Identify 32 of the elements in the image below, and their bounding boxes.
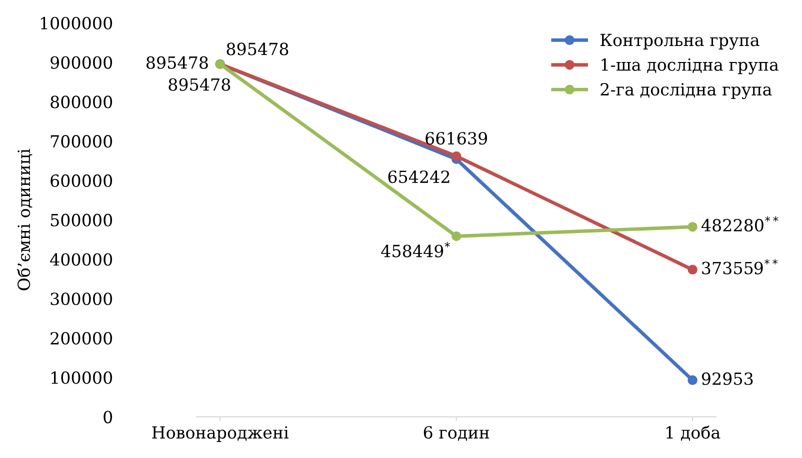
data-label: 654242 [388,170,450,184]
y-axis-title: Об’ємні одиниці [16,148,32,290]
data-label: 92953 [702,372,753,386]
data-label: 373559$^{**}$ [702,259,778,274]
data-label: 895478 [146,56,208,69]
x-tick-label: 6 годин [424,426,490,441]
y-tick-label: 900000 [50,56,112,69]
data-label: 895478 [168,78,230,91]
point [688,222,698,232]
y-tick-label: 800000 [50,96,112,108]
data-label: 661639 [426,132,488,145]
legend-label: Контрольна група [600,34,760,50]
y-tick-label: 100000 [52,371,112,384]
y-tick-label: 200000 [50,332,112,345]
y-tick-label: 1000000 [40,16,112,30]
point [451,151,462,162]
y-tick-label: 400000 [50,253,112,266]
legend-label: 2-га дослідна група [600,83,772,100]
data-label: 895478 [226,42,288,56]
data-label: 458449$^{*}$ [381,242,450,258]
y-tick-label: 500000 [50,214,112,226]
point [688,264,698,275]
point [451,231,462,242]
y-tick-label: 300000 [50,292,112,306]
point [688,375,698,386]
data-label: 482280$^{**}$ [701,216,778,232]
y-tick-label: 600000 [50,174,112,188]
x-tick-label: 1 доба [666,426,720,441]
y-tick-label: 0 [104,410,112,424]
y-tick-label: 700000 [50,135,112,148]
legend-label: 1-ша дослідна група [602,58,778,74]
x-tick-label: Новонароджені [152,426,289,442]
